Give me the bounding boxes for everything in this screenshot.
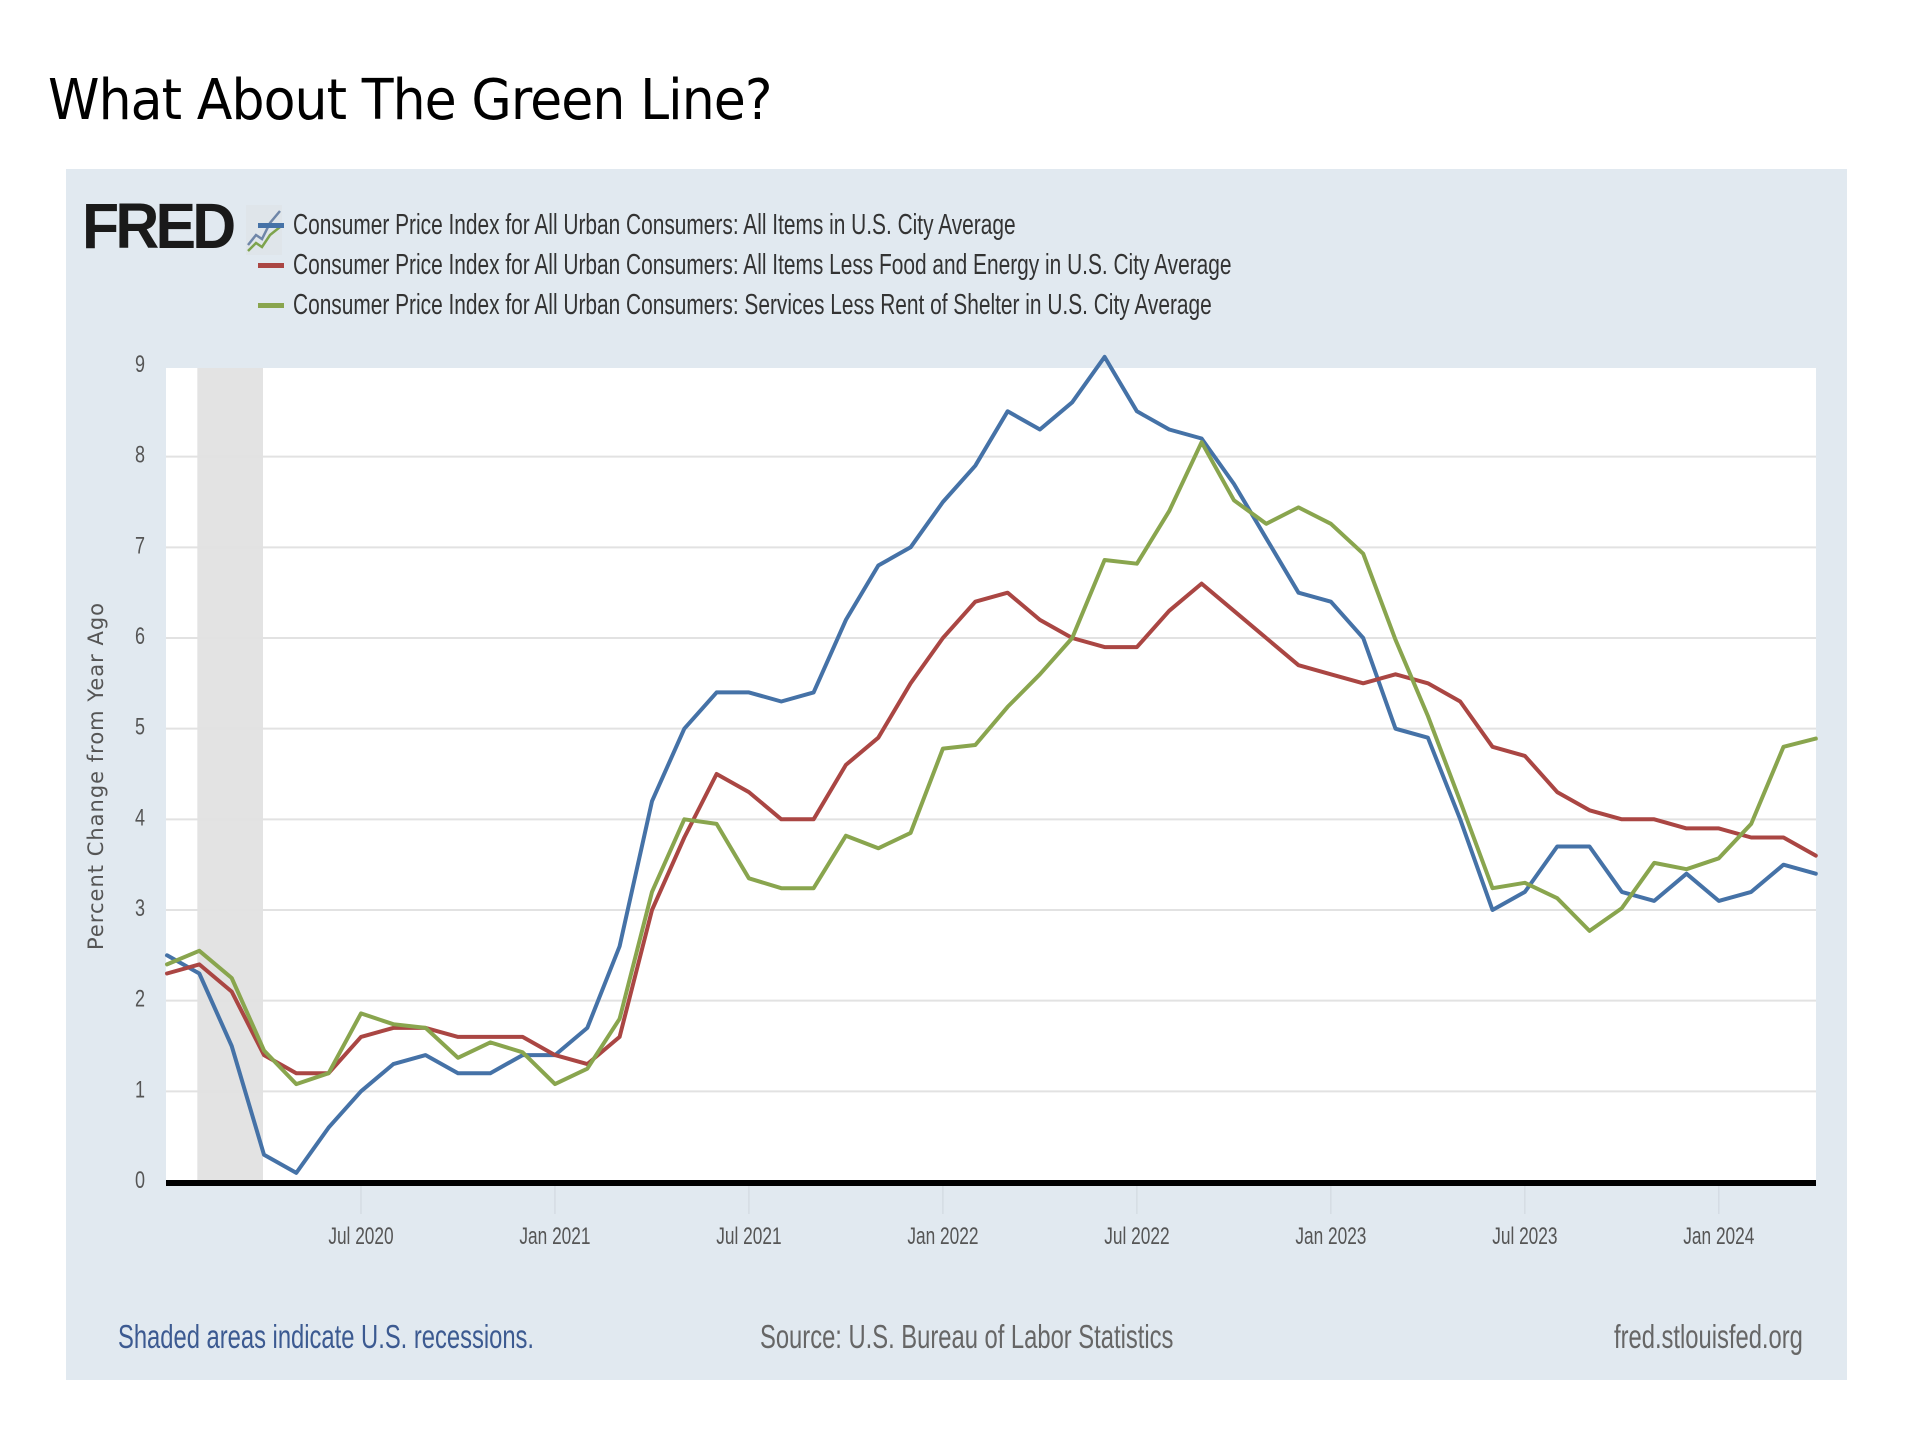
chart-legend: Consumer Price Index for All Urban Consu… <box>258 205 1596 325</box>
x-tick-label: Jul 2021 <box>716 1223 781 1249</box>
y-tick-label: 6 <box>135 624 145 650</box>
series-line[interactable] <box>165 440 1818 1087</box>
y-tick-label: 0 <box>135 1168 145 1194</box>
x-tick-label: Jan 2023 <box>1295 1223 1366 1249</box>
source-text: Source: U.S. Bureau of Labor Statistics <box>760 1318 1174 1355</box>
y-tick-label: 1 <box>135 1077 145 1103</box>
legend-swatch-green <box>258 302 284 308</box>
fred-logo-text: FRED <box>82 190 236 262</box>
series-line[interactable] <box>165 354 1818 1175</box>
series-0 <box>165 354 1818 1175</box>
sparkline-chart-icon <box>246 205 283 255</box>
legend-item-all-items[interactable]: Consumer Price Index for All Urban Consu… <box>258 205 1596 245</box>
x-tick-label: Jan 2024 <box>1683 1223 1754 1249</box>
legend-label: Consumer Price Index for All Urban Consu… <box>293 248 1232 281</box>
x-axis-baseline <box>166 1180 1816 1186</box>
y-tick-label: 8 <box>135 442 145 468</box>
x-tick-label: Jul 2023 <box>1492 1223 1557 1249</box>
legend-item-core[interactable]: Consumer Price Index for All Urban Consu… <box>258 245 1596 285</box>
legend-label: Consumer Price Index for All Urban Consu… <box>293 288 1212 321</box>
y-tick-label: 9 <box>135 352 145 378</box>
legend-swatch-blue <box>258 222 284 228</box>
series-line[interactable] <box>165 581 1818 1076</box>
fred-site-link[interactable]: fred.stlouisfed.org <box>1614 1318 1803 1355</box>
slide-title: What About The Green Line? <box>48 68 773 133</box>
recession-shading <box>197 368 263 1180</box>
series-1 <box>165 581 1818 1076</box>
y-axis-title: Percent Change from Year Ago <box>84 602 108 950</box>
x-tick-label: Jul 2022 <box>1104 1223 1169 1249</box>
legend-item-services-less-shelter[interactable]: Consumer Price Index for All Urban Consu… <box>258 285 1596 325</box>
y-tick-label: 7 <box>135 533 145 559</box>
recession-note-link[interactable]: Shaded areas indicate U.S. recessions. <box>118 1318 535 1355</box>
legend-label: Consumer Price Index for All Urban Consu… <box>293 208 1016 241</box>
y-tick-label: 4 <box>135 805 145 831</box>
fred-logo[interactable]: FRED <box>82 190 283 262</box>
y-tick-label: 2 <box>135 986 145 1012</box>
x-tick-label: Jan 2021 <box>519 1223 590 1249</box>
x-tick-label: Jan 2022 <box>907 1223 978 1249</box>
legend-swatch-red <box>258 262 284 268</box>
series-2 <box>165 440 1818 1087</box>
y-tick-label: 5 <box>135 714 145 740</box>
y-tick-label: 3 <box>135 896 145 922</box>
x-tick-label: Jul 2020 <box>328 1223 393 1249</box>
